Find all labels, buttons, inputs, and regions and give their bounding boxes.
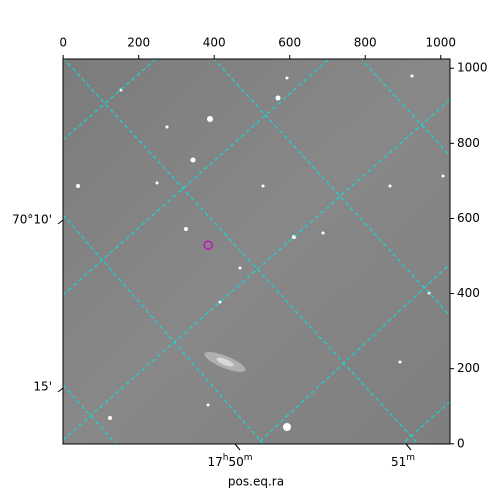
frame (62, 58, 451, 445)
ra-label-part: 51 (391, 455, 406, 469)
x-tick-label: 200 (127, 36, 150, 50)
sky-ticks (57, 219, 412, 451)
y-tick-label: 800 (457, 136, 480, 150)
ra-label-part: 17 (207, 455, 222, 469)
y-tick-label: 400 (457, 286, 480, 300)
y-tick-label: 200 (457, 361, 480, 375)
x-tick-label: 800 (354, 36, 377, 50)
stars (76, 74, 445, 431)
marker (203, 240, 213, 250)
dec-label: 70°10' (12, 213, 52, 227)
y-tick-label: 1000 (457, 61, 488, 75)
sky-image (63, 59, 450, 444)
x-tick-label: 0 (59, 36, 67, 50)
ra-label: 51m (391, 453, 415, 469)
coordinate-grid (63, 59, 450, 444)
x-tick-label: 400 (203, 36, 226, 50)
ra-label-part: h (223, 453, 229, 463)
ra-label-part: m (406, 453, 415, 463)
x-axis-label: pos.eq.ra (228, 475, 284, 489)
dec-label: 15' (33, 380, 52, 394)
x-tick-label: 600 (278, 36, 301, 50)
x-tick-label: 1000 (425, 36, 456, 50)
ra-label: 17h50m (207, 453, 252, 469)
y-tick-label: 600 (457, 211, 480, 225)
y-tick-label: 0 (457, 436, 465, 450)
galaxy-core (216, 357, 234, 367)
ra-label-part: 50 (228, 455, 243, 469)
image-content (63, 59, 450, 444)
ra-label-part: m (244, 453, 253, 463)
